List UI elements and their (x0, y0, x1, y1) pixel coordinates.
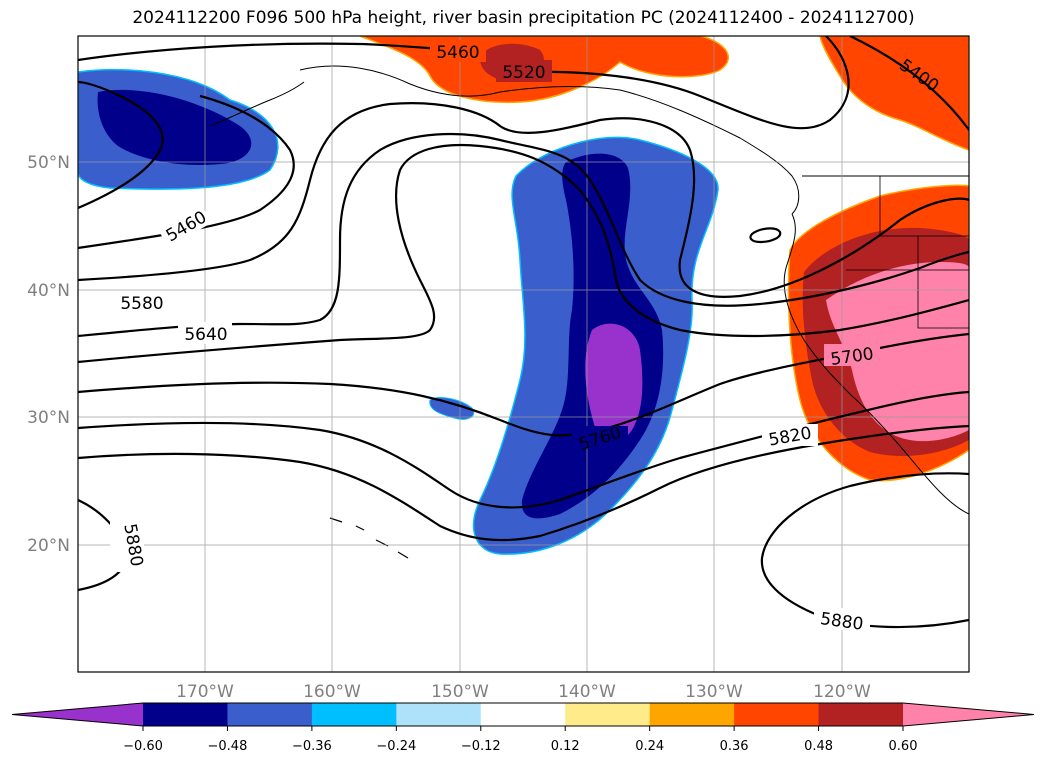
colorbar-extension-high (903, 703, 1034, 726)
colorbar-tick-label: −0.48 (208, 739, 248, 754)
contour-small-closed (749, 227, 782, 244)
lat-label-20n: 20°N (27, 536, 70, 556)
coastline-aleutians (209, 81, 305, 127)
colorbar: −0.60 −0.48 −0.36 −0.24 −0.12 0.12 0.24 0.36 0.4… (11, 702, 1035, 754)
colorbar-segment (227, 703, 313, 726)
height-contours (78, 36, 969, 629)
gridlines (78, 36, 969, 672)
contour-label-5580: 5580 (120, 294, 163, 314)
lon-label-140w: 140°W (558, 682, 616, 702)
coastline-alaska (299, 65, 800, 215)
colorbar-segment (649, 703, 735, 726)
colorbar-segment (565, 703, 651, 726)
contour-5400 (849, 36, 969, 131)
negative-anomaly-central-peak (585, 323, 643, 443)
lon-label-170w: 170°W (176, 682, 234, 702)
colorbar-extension-low (12, 703, 143, 726)
colorbar-tick-label: −0.24 (376, 739, 416, 754)
contour-5580 (78, 102, 969, 298)
contour-5460-west (78, 80, 164, 210)
colorbar-tick-label: 0.36 (720, 739, 749, 754)
colorbar-segment (734, 703, 820, 726)
contour-5820 (78, 390, 969, 509)
longitude-labels: 170°W 160°W 150°W 140°W 130°W 120°W (176, 682, 871, 702)
lon-label-120w: 120°W (813, 682, 871, 702)
lon-label-130w: 130°W (685, 682, 743, 702)
latitude-labels: 50°N 40°N 30°N 20°N (27, 153, 70, 556)
colorbar-tick-label: −0.12 (461, 739, 501, 754)
contour-label-5640: 5640 (184, 325, 227, 345)
colorbar-tick-label: 0.12 (551, 739, 580, 754)
map-frame (77, 35, 970, 673)
colorbar-tick-label: 0.24 (635, 739, 664, 754)
contour-5880-south (78, 424, 969, 542)
positive-anomaly-ne (819, 36, 969, 151)
coastline-west (783, 213, 969, 515)
colorbar-segment (818, 703, 904, 726)
negative-anomaly-nw-core (97, 89, 252, 166)
colorbar-segment (311, 703, 397, 726)
contour-label-5460-north: 5460 (436, 43, 479, 63)
lon-label-150w: 150°W (431, 682, 489, 702)
map-title: 2024112200 F096 500 hPa height, river ba… (132, 8, 915, 28)
lat-label-30n: 30°N (27, 408, 70, 428)
lon-label-160w: 160°W (303, 682, 361, 702)
lat-label-40n: 40°N (27, 281, 70, 301)
contour-5700 (78, 143, 969, 364)
contour-5640 (78, 132, 969, 338)
colorbar-tick-label: −0.60 (123, 739, 163, 754)
colorbar-segment (143, 703, 228, 726)
contour-label-5520: 5520 (502, 63, 545, 83)
colorbar-segment (396, 703, 482, 726)
coastline-hawaii (329, 517, 409, 559)
contour-5880-se (760, 472, 969, 629)
colorbar-tick-label: −0.36 (292, 739, 332, 754)
colorbar-segment (480, 703, 566, 726)
colorbar-tick-label: 0.48 (804, 739, 833, 754)
lat-label-50n: 50°N (27, 153, 70, 173)
colorbar-tick-label: 0.60 (889, 739, 918, 754)
